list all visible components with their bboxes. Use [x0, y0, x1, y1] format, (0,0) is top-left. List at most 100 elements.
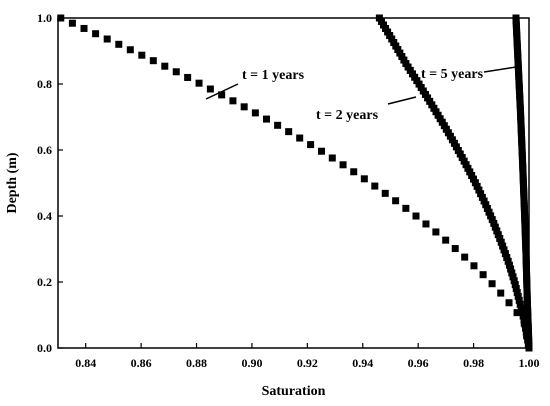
- data-point: [388, 35, 396, 43]
- data-point: [296, 134, 304, 142]
- data-point: [138, 51, 146, 59]
- data-point: [461, 253, 469, 261]
- data-point: [508, 269, 516, 277]
- data-point: [456, 150, 464, 158]
- y-tick-label: 0.0: [37, 341, 52, 355]
- series-label-3: t = 5 years: [421, 67, 484, 82]
- data-point: [229, 97, 237, 105]
- data-point: [195, 79, 203, 87]
- data-point: [92, 30, 100, 38]
- data-point: [517, 304, 525, 312]
- data-point: [274, 121, 282, 129]
- data-point: [432, 228, 440, 236]
- data-point: [464, 164, 472, 172]
- data-point: [448, 136, 456, 144]
- data-point: [477, 190, 485, 198]
- data-point: [442, 236, 450, 244]
- data-point: [518, 308, 526, 316]
- data-point: [499, 242, 507, 250]
- x-tick-label: 0.94: [352, 356, 373, 370]
- data-point: [68, 19, 76, 27]
- data-point: [470, 175, 478, 183]
- data-point: [483, 204, 491, 212]
- data-point: [390, 38, 398, 46]
- data-point: [512, 285, 520, 293]
- data-point: [251, 109, 259, 117]
- data-point: [57, 14, 65, 22]
- data-point: [206, 85, 214, 93]
- data-point: [240, 103, 248, 111]
- data-point: [396, 49, 404, 57]
- y-tick-label: 0.6: [37, 143, 52, 157]
- data-point: [442, 125, 450, 133]
- data-point: [496, 234, 504, 242]
- data-point: [392, 42, 400, 50]
- annotation-leader-line: [205, 83, 239, 100]
- data-point: [184, 73, 192, 81]
- data-point: [422, 220, 430, 228]
- data-point: [520, 316, 528, 324]
- data-point: [450, 139, 458, 147]
- data-point: [339, 161, 347, 169]
- y-axis-title: Depth (m): [5, 152, 20, 213]
- data-point: [412, 212, 420, 220]
- data-point: [500, 246, 508, 254]
- data-point: [505, 261, 513, 269]
- data-point: [504, 257, 512, 265]
- data-point: [371, 182, 379, 190]
- data-point: [479, 271, 487, 279]
- series-label-2: t = 2 years: [316, 108, 379, 123]
- data-point: [488, 216, 496, 224]
- data-point: [513, 309, 521, 317]
- data-point: [172, 68, 180, 76]
- data-point: [514, 292, 522, 300]
- y-tick-label: 0.2: [37, 275, 52, 289]
- data-point: [480, 197, 488, 205]
- data-point: [149, 57, 157, 65]
- data-point: [525, 344, 533, 352]
- data-point: [488, 280, 496, 288]
- data-point: [466, 168, 474, 176]
- data-point: [392, 197, 400, 205]
- data-point: [462, 161, 470, 169]
- data-point: [381, 189, 389, 197]
- data-point: [493, 227, 501, 235]
- x-tick-label: 0.96: [408, 356, 429, 370]
- data-point: [519, 312, 527, 320]
- data-point: [103, 35, 111, 43]
- data-point: [307, 141, 315, 149]
- data-point: [328, 154, 336, 162]
- data-point: [398, 53, 406, 61]
- data-point: [497, 238, 505, 246]
- data-point: [438, 118, 446, 126]
- data-point: [458, 154, 466, 162]
- x-tick-label: 0.98: [463, 356, 484, 370]
- data-point: [263, 115, 271, 123]
- x-tick-label: 0.84: [75, 356, 96, 370]
- data-point: [515, 296, 523, 304]
- data-point: [494, 231, 502, 239]
- data-point: [468, 172, 476, 180]
- y-tick-label: 0.4: [37, 209, 52, 223]
- series-annotations: t = 1 years t = 2 years t = 5 years: [205, 66, 517, 123]
- data-point: [475, 186, 483, 194]
- data-point: [454, 146, 462, 154]
- data-point: [473, 182, 481, 190]
- data-point: [516, 300, 524, 308]
- y-tick-label: 0.8: [37, 77, 52, 91]
- data-point: [501, 250, 509, 258]
- series-1: [57, 14, 533, 352]
- data-point: [360, 175, 368, 183]
- data-point: [444, 129, 452, 137]
- data-point: [218, 91, 226, 99]
- x-tick-label: 0.92: [297, 356, 318, 370]
- x-axis-title: Saturation: [262, 384, 326, 399]
- data-point: [402, 204, 410, 212]
- data-point: [446, 132, 454, 140]
- data-point: [317, 147, 325, 155]
- data-point: [285, 128, 293, 136]
- data-point: [400, 56, 408, 64]
- data-point: [509, 273, 517, 281]
- x-axis-ticks: 0.84 0.86 0.88 0.90 0.92 0.94 0.96 0.98 1.00: [75, 343, 540, 370]
